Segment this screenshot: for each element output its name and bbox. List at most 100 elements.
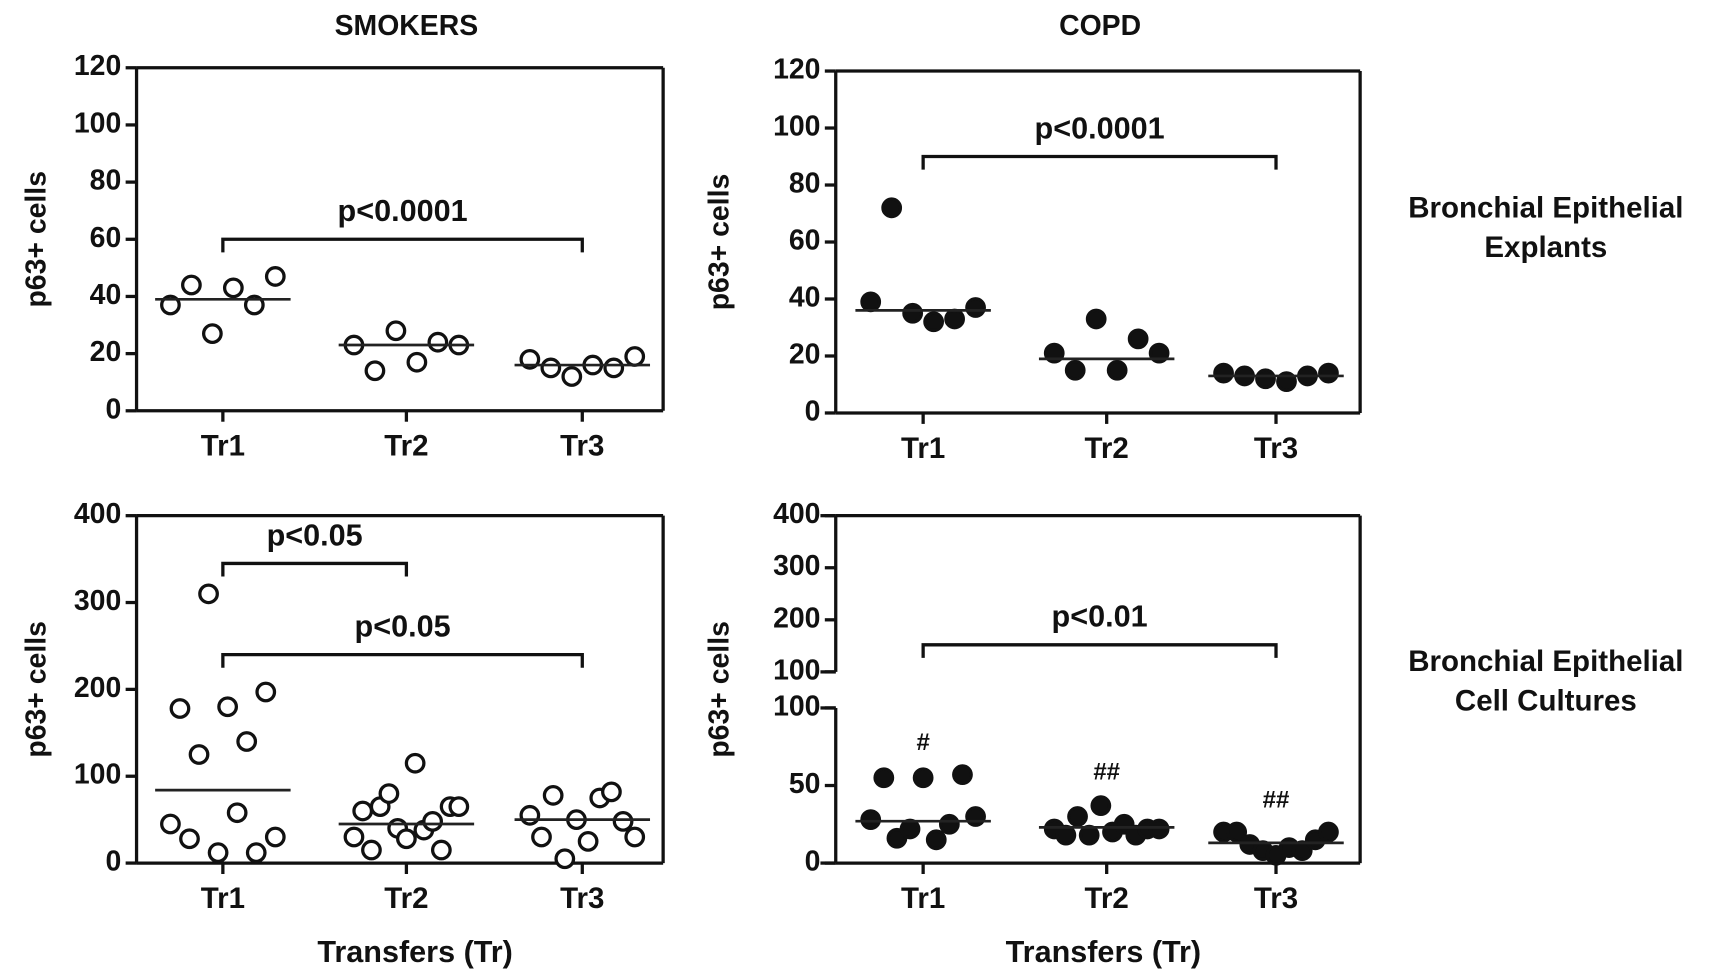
y-tick-label: 100	[74, 107, 121, 139]
x-tick-label: Tr1	[901, 432, 945, 465]
data-point	[226, 802, 248, 824]
significance-label: p<0.05	[355, 609, 451, 643]
data-point	[181, 274, 202, 296]
y-tick-label: 0	[805, 395, 821, 427]
data-point	[612, 811, 634, 832]
data-point	[881, 197, 903, 219]
data-point	[236, 731, 258, 752]
y-tick-label: 120	[773, 54, 820, 86]
y-tick-label: 80	[789, 168, 821, 200]
data-point	[222, 277, 244, 299]
data-point	[1078, 824, 1100, 846]
y-tick-label: 20	[789, 338, 821, 370]
data-point	[531, 826, 552, 848]
data-point	[965, 297, 986, 318]
data-point	[624, 826, 646, 848]
y-axis-label: p63+ cells	[704, 621, 736, 758]
row-label: Bronchial Epithelial	[1408, 192, 1683, 225]
panel-title: COPD	[1059, 10, 1141, 42]
y-tick-label: 120	[74, 50, 121, 82]
data-point	[923, 311, 945, 333]
data-point	[378, 783, 400, 804]
x-tick-label: Tr3	[1254, 882, 1298, 915]
x-tick-label: Tr2	[1085, 882, 1129, 915]
y-tick-label: 400	[74, 498, 121, 530]
data-point	[404, 752, 426, 774]
data-point	[264, 266, 286, 287]
row-label: Bronchial Epithelial	[1408, 645, 1683, 678]
data-point	[1067, 806, 1088, 827]
data-point	[255, 681, 277, 703]
x-tick-label: Tr3	[560, 882, 604, 915]
data-point	[406, 351, 428, 373]
panel-title: SMOKERS	[335, 10, 479, 42]
data-point	[952, 764, 973, 786]
significance-label: p<0.0001	[338, 194, 468, 228]
significance-label: p<0.0001	[1035, 111, 1165, 145]
data-point	[169, 698, 191, 719]
y-axis-label: p63+ cells	[704, 174, 736, 311]
data-point	[1318, 362, 1339, 384]
data-point	[1148, 818, 1170, 840]
data-point	[207, 842, 229, 864]
x-axis-label: Transfers (Tr)	[1006, 935, 1201, 969]
y-tick-label: 100	[74, 759, 121, 791]
data-point	[561, 366, 583, 387]
data-point	[860, 291, 882, 313]
data-point	[264, 826, 286, 848]
y-tick-label: 300	[74, 585, 121, 617]
x-tick-label: Tr2	[384, 430, 428, 463]
data-point	[925, 829, 947, 851]
x-tick-label: Tr1	[201, 430, 245, 463]
data-point	[427, 331, 449, 353]
y-tick-label: 40	[789, 281, 821, 313]
data-point	[430, 839, 452, 861]
data-point	[1085, 308, 1107, 330]
data-point	[624, 346, 646, 367]
y-axis-label: p63+ cells	[21, 171, 53, 308]
x-tick-label: Tr1	[901, 882, 945, 915]
annotation: ##	[1263, 786, 1290, 813]
x-tick-label: Tr3	[1254, 432, 1298, 465]
data-point	[899, 818, 921, 840]
row-label: Explants	[1484, 231, 1607, 264]
data-point	[245, 842, 267, 864]
data-point	[1127, 328, 1149, 350]
y-tick-label: 50	[789, 768, 821, 800]
data-point	[396, 828, 417, 850]
data-point	[577, 830, 599, 852]
data-point	[519, 804, 541, 826]
data-point	[540, 357, 562, 379]
y-tick-label: 60	[789, 225, 821, 257]
data-point	[944, 308, 965, 330]
data-point	[601, 781, 622, 803]
y-tick-label: 0	[805, 846, 821, 878]
data-point	[198, 583, 219, 605]
data-point	[364, 360, 386, 382]
significance-bracket	[221, 237, 584, 253]
y-tick-label: 200	[74, 672, 121, 704]
significance-bracket	[921, 154, 1278, 170]
data-point	[188, 744, 210, 765]
x-tick-label: Tr2	[1085, 432, 1129, 465]
x-axis-label: Transfers (Tr)	[317, 935, 512, 969]
y-tick-label: 200	[773, 602, 820, 634]
row-label: Cell Cultures	[1455, 684, 1637, 717]
data-point	[1090, 795, 1112, 817]
significance-bracket	[221, 561, 409, 577]
x-tick-label: Tr3	[560, 430, 604, 463]
significance-label: p<0.05	[267, 518, 363, 552]
data-point	[938, 813, 960, 835]
data-point	[873, 767, 895, 789]
data-point	[361, 839, 382, 861]
data-point	[448, 796, 470, 818]
data-point	[1055, 824, 1077, 846]
significance-bracket	[221, 652, 584, 668]
y-tick-label: 80	[90, 165, 122, 197]
data-point	[902, 302, 924, 324]
y-tick-label: 20	[90, 336, 122, 368]
data-point	[179, 828, 200, 850]
annotation: ##	[1093, 758, 1120, 785]
x-tick-label: Tr2	[384, 882, 428, 915]
data-point	[1064, 359, 1086, 381]
